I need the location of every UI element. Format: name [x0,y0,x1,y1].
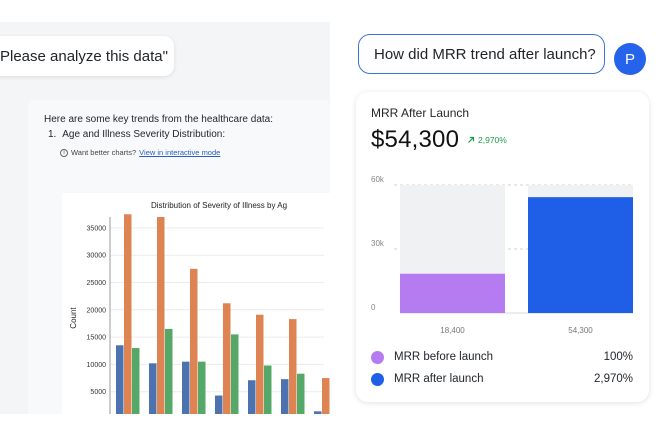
mrr-card-title: MRR After Launch [371,106,470,120]
list-item-label: Age and Illness Severity Distribution: [62,129,226,140]
chart-bar [198,361,206,414]
user-prompt-bubble: Please analyze this data" [0,36,174,76]
avatar-letter: P [624,50,635,68]
chart-bar [528,197,633,313]
severity-chart: Distribution of Severity of Illness by A… [62,193,330,414]
chat-panel-left: Please analyze this data" Here are some … [0,22,330,414]
y-tick-label: 25000 [87,280,107,287]
chart-bar [400,273,505,313]
chart-bar [116,345,124,414]
y-tick-label: 10000 [87,362,107,369]
chart-bar [157,217,165,414]
chart-bar [256,314,264,414]
y-tick-label: 20000 [87,307,107,314]
info-icon: i [60,148,68,157]
user-prompt-text: Please analyze this data" [0,47,168,65]
y-tick-label: 30k [371,239,385,248]
y-tick-label: 30000 [87,253,107,260]
chart-bar [264,365,272,414]
chart-bar [223,303,231,414]
mrr-bar-chart: 0 30k 60k 18,400 54,300 [371,175,633,335]
y-axis-label: Count [69,307,78,329]
mrr-change-value: 2,970% [478,135,507,145]
y-tick-label: 0 [371,303,376,312]
user-question-text: How did MRR trend after launch? [374,45,596,63]
chart-bar [248,380,256,414]
legend-dot-after [371,372,384,386]
assistant-response: Here are some key trends from the health… [28,100,330,414]
response-intro: Here are some key trends from the health… [44,114,274,125]
charts-hint-text: Want better charts? [71,148,137,157]
legend-item-after: MRR after launch 2,970% [371,371,633,387]
chart-bar [314,411,322,414]
y-tick-label: 5000 [90,389,106,396]
chart-bar [281,379,289,414]
arrow-up-right-icon [468,136,475,143]
legend-item-before: MRR before launch 100% [371,349,633,365]
chart-bar [182,361,190,414]
chart-bar [231,334,239,414]
chart-bar [322,378,330,414]
user-avatar[interactable]: P [614,43,646,75]
mrr-card: MRR After Launch $54,300 2,970% 0 30k 60k 1… [356,92,649,402]
y-tick-label: 15000 [87,335,107,342]
chart-bar [289,319,297,414]
chart-bar [190,268,198,414]
legend-value-before: 100% [603,351,633,363]
chart-bar [124,214,132,414]
chart-title: Distribution of Severity of Illness by A… [151,201,287,210]
user-question-bubble: How did MRR trend after launch? [358,34,605,74]
y-tick-label: 60k [371,175,385,184]
mrr-value: $54,300 [371,126,460,153]
x-tick-label: 18,400 [440,326,465,335]
legend-value-after: 2,970% [593,373,633,385]
severity-chart-svg: Distribution of Severity of Illness by A… [69,201,330,414]
chart-bar [149,363,157,414]
chart-bar [215,395,223,414]
y-tick-label: 35000 [87,225,107,232]
mrr-change-badge: 2,970% [467,135,507,145]
chart-bar [165,328,173,414]
list-number: 1. [48,129,57,140]
chart-bar [132,348,140,414]
x-tick-label: 54,300 [568,326,593,335]
charts-hint-row: i Want better charts? View in interactiv… [60,148,220,157]
chart-bar [297,373,305,414]
list-item: 1. Age and Illness Severity Distribution… [48,129,225,140]
legend-dot-before [371,350,384,364]
legend-label-after: MRR after launch [394,373,484,385]
interactive-mode-link[interactable]: View in interactive mode [139,148,221,157]
legend-label-before: MRR before launch [394,351,494,363]
